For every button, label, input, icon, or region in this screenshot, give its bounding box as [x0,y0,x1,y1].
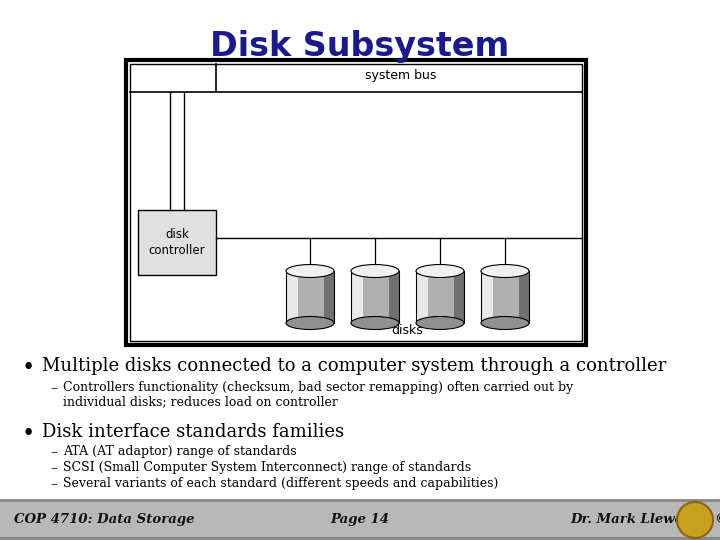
Ellipse shape [351,265,399,278]
Text: –: – [50,477,57,491]
Circle shape [677,502,713,538]
Bar [351,271,363,323]
Text: Disk interface standards families: Disk interface standards families [42,423,344,441]
Ellipse shape [286,316,334,329]
Bar [351,271,399,323]
Text: –: – [50,381,57,395]
Bar [416,271,464,323]
Ellipse shape [286,265,334,278]
Bar [416,271,464,323]
Bar [481,271,529,323]
Text: system bus: system bus [365,70,437,83]
Bar [0,500,720,540]
Bar [286,271,334,323]
Bar [286,271,298,323]
Text: Several variants of each standard (different speeds and capabilities): Several variants of each standard (diffe… [63,477,498,490]
Ellipse shape [481,316,529,329]
Text: Controllers functionality (checksum, bad sector remapping) often carried out by: Controllers functionality (checksum, bad… [63,381,573,394]
Text: Page 14: Page 14 [330,512,390,525]
Bar [481,271,529,323]
Text: –: – [50,461,57,475]
Text: disk
controller: disk controller [149,228,205,256]
Bar [325,271,334,323]
Text: Disk Subsystem: Disk Subsystem [210,30,510,63]
Text: individual disks; reduces load on controller: individual disks; reduces load on contro… [63,395,338,408]
Text: Dr. Mark Llewellyn ©: Dr. Mark Llewellyn © [570,512,720,525]
Bar [416,271,428,323]
Text: COP 4710: Data Storage: COP 4710: Data Storage [14,512,194,525]
Ellipse shape [481,265,529,278]
Ellipse shape [416,265,464,278]
Text: Multiple disks connected to a computer system through a controller: Multiple disks connected to a computer s… [42,357,666,375]
Bar [351,271,399,323]
Text: SCSI (Small Computer System Interconnect) range of standards: SCSI (Small Computer System Interconnect… [63,461,471,474]
Bar [519,271,529,323]
Bar [138,210,216,275]
Bar [481,271,493,323]
Text: disks: disks [392,324,423,337]
Bar [454,271,464,323]
Ellipse shape [416,316,464,329]
Bar [390,271,399,323]
Bar [0,537,720,540]
Bar [286,271,334,323]
Text: •: • [22,357,35,379]
Text: •: • [22,423,35,445]
Ellipse shape [351,316,399,329]
Bar [126,60,586,345]
Bar [130,64,582,341]
Text: ATA (AT adaptor) range of standards: ATA (AT adaptor) range of standards [63,445,297,458]
Text: –: – [50,445,57,459]
